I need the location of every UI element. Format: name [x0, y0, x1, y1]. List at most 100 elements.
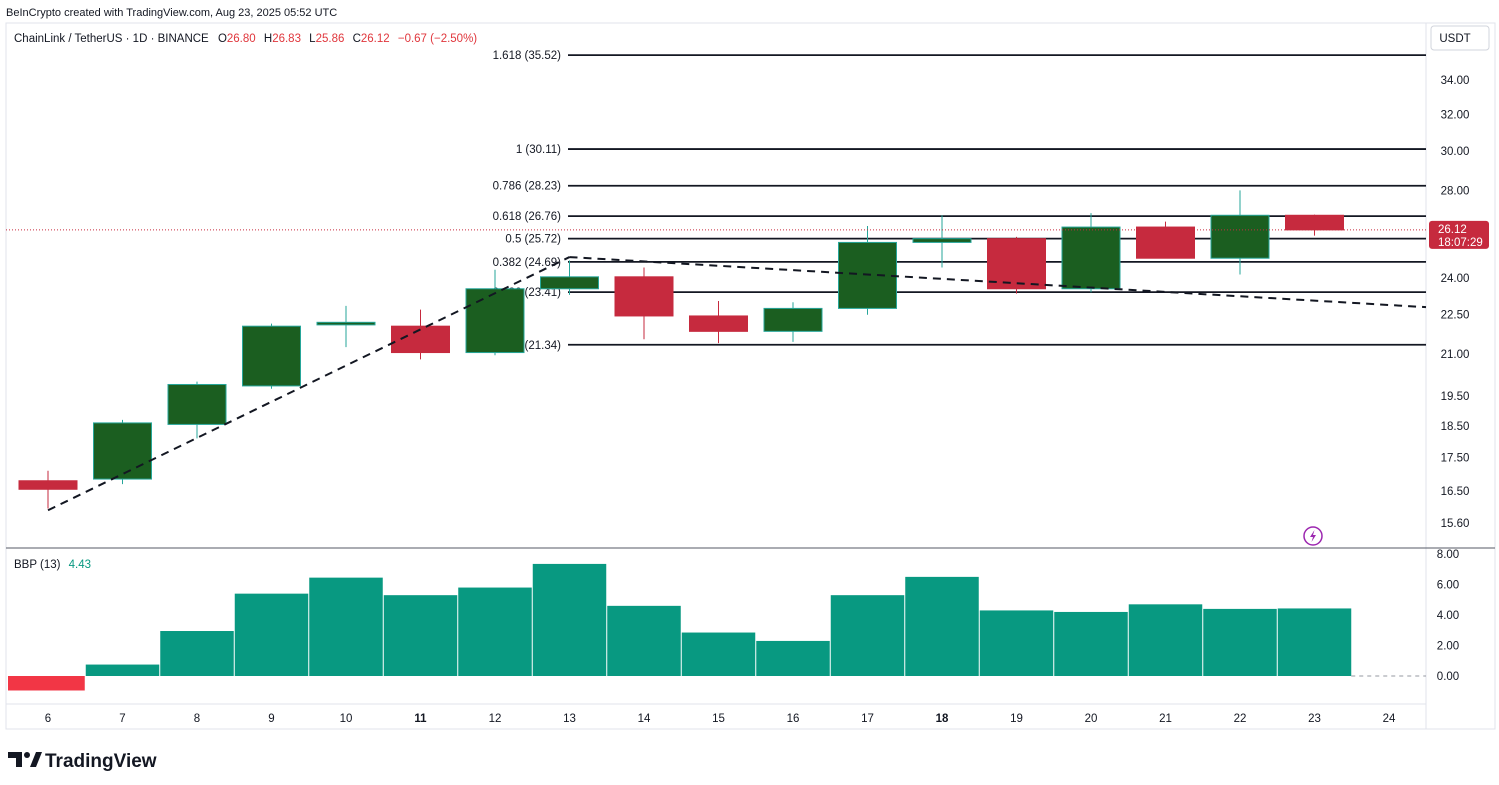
- time-tick-label: 23: [1308, 713, 1321, 725]
- fibonacci-levels: 1.618 (35.52) 1 (30.11) 0.786 (28.23) 0.618…: [493, 50, 1426, 352]
- attribution-text: BeInCrypto created with TradingView.com,…: [6, 7, 337, 19]
- bbp-tick-label: 8.00: [1437, 549, 1459, 561]
- lightning-icon[interactable]: [1303, 526, 1323, 546]
- bbp-bar: [979, 610, 1054, 676]
- time-tick-label: 7: [119, 713, 125, 725]
- bbp-bar: [160, 631, 234, 676]
- time-tick-label: 15: [712, 713, 725, 725]
- candle-body: [1285, 214, 1344, 231]
- price-tick-label: 21.00: [1441, 349, 1470, 361]
- bbp-bar: [1128, 604, 1203, 676]
- fib-level-label: 0.382 (24.69): [493, 257, 562, 269]
- candle-body: [912, 238, 972, 243]
- bbp-bar: [532, 563, 607, 676]
- fib-level-label: 0.618 (26.76): [493, 211, 562, 223]
- close-value: 26.12: [361, 33, 390, 45]
- time-tick-label: 16: [787, 713, 800, 725]
- time-tick-label: 20: [1085, 713, 1098, 725]
- bbp-bar: [607, 605, 681, 676]
- time-tick-label: 11: [414, 713, 427, 725]
- price-tick-label: 32.00: [1441, 109, 1470, 121]
- candle-body: [316, 321, 376, 326]
- trendlines: [47, 256, 1427, 512]
- bbp-bar: [383, 595, 458, 676]
- bbp-bar: [681, 632, 756, 676]
- bbp-tick-label: 6.00: [1437, 580, 1459, 592]
- countdown-text: 18:07:29: [1438, 237, 1483, 249]
- indicator-title: BBP (13) 4.43: [14, 559, 91, 571]
- fib-level-label: 0.786 (28.23): [493, 181, 562, 193]
- currency-box[interactable]: [1430, 25, 1490, 51]
- candle-body: [987, 238, 1046, 290]
- price-tick-label: 16.50: [1441, 486, 1470, 498]
- time-tick-label: 12: [489, 713, 502, 725]
- tradingview-logo-icon: [8, 752, 42, 767]
- price-tick-label: 24.00: [1441, 273, 1470, 285]
- bbp-bar: [1054, 611, 1128, 676]
- time-tick-label: 24: [1383, 713, 1396, 725]
- bbp-bar: [830, 595, 905, 676]
- time-tick-label: 8: [194, 713, 200, 725]
- candle-body: [1210, 214, 1270, 259]
- price-tick-label: 15.60: [1441, 518, 1470, 530]
- candle-body: [689, 315, 748, 332]
- price-tick-label: 30.00: [1441, 146, 1470, 158]
- time-tick-label: 17: [861, 713, 874, 725]
- candlestick-series: [18, 190, 1344, 509]
- symbol-name: ChainLink / TetherUS · 1D · BINANCE: [14, 33, 209, 45]
- candle-body: [540, 276, 599, 290]
- close-label: C: [353, 33, 361, 45]
- bbp-bar: [85, 664, 160, 676]
- open-value: 26.80: [227, 33, 256, 45]
- time-tick-label: 18: [936, 713, 949, 725]
- candle-body: [18, 480, 78, 490]
- bbp-bar: [1277, 608, 1352, 676]
- change-value: −0.67 (−2.50%): [398, 33, 477, 45]
- fib-level-label: 1.618 (35.52): [493, 50, 562, 62]
- fib-level-label: 0 (21.34): [515, 340, 561, 352]
- currency-label: USDT: [1439, 33, 1470, 45]
- candle-body: [763, 307, 823, 332]
- price-tick-label: 28.00: [1441, 185, 1470, 197]
- bbp-bar: [1203, 608, 1277, 676]
- high-label: H: [264, 33, 272, 45]
- fib-level-label: 0.5 (25.72): [505, 234, 561, 246]
- bbp-tick-label: 2.00: [1437, 641, 1459, 653]
- bbp-histogram: [8, 563, 1426, 691]
- fib-level-label: 1 (30.11): [516, 144, 561, 156]
- time-tick-label: 9: [268, 713, 274, 725]
- time-tick-label: 14: [638, 713, 651, 725]
- high-value: 26.83: [272, 33, 301, 45]
- low-value: 25.86: [316, 33, 345, 45]
- time-tick-label: 6: [45, 713, 51, 725]
- time-axis-ticks: 6 7 8 9 10 11 12 13 14 15 16 17 18 19 20 21 22 23 24: [45, 713, 1396, 725]
- candle-body: [1061, 226, 1121, 290]
- indicator-value: 4.43: [69, 559, 91, 571]
- candle-body: [167, 383, 227, 425]
- trendline: [47, 256, 570, 512]
- candle-body: [614, 276, 674, 317]
- bbp-tick-label: 0.00: [1437, 671, 1459, 683]
- price-tick-label: 22.50: [1441, 310, 1470, 322]
- symbol-title: ChainLink / TetherUS · 1D · BINANCE O26.…: [14, 33, 477, 45]
- last-price-badge: [1429, 220, 1489, 249]
- bbp-bar: [234, 593, 309, 676]
- time-tick-label: 22: [1234, 713, 1247, 725]
- logo-text: TradingView: [45, 751, 157, 772]
- candle-body: [93, 422, 152, 480]
- low-label: L: [309, 33, 316, 45]
- time-tick-label: 19: [1010, 713, 1023, 725]
- time-tick-label: 10: [340, 713, 353, 725]
- price-axis-ticks: 34.00 32.00 30.00 28.00 24.00 22.50 21.00 19.50…: [1441, 75, 1470, 530]
- indicator-name: BBP (13): [14, 559, 61, 571]
- price-tick-label: 18.50: [1441, 421, 1470, 433]
- bbp-bar: [8, 676, 85, 691]
- time-tick-label: 13: [563, 713, 576, 725]
- open-label: O: [218, 33, 227, 45]
- chart-frame: [5, 22, 1496, 730]
- tradingview-logo[interactable]: TradingView: [8, 751, 157, 772]
- bbp-bar: [309, 577, 383, 676]
- candle-body: [1136, 226, 1195, 259]
- candle-body: [242, 325, 301, 387]
